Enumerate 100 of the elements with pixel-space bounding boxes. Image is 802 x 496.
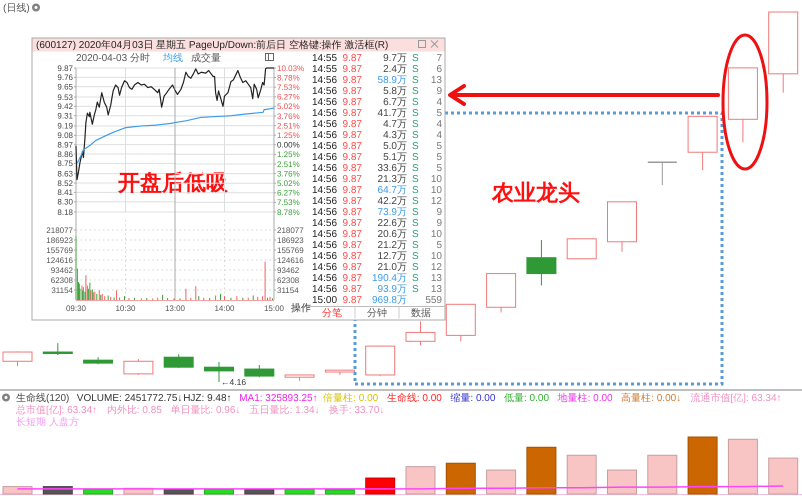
x-tick-label: 09:30: [66, 304, 87, 313]
category-label: 14:56: [312, 251, 338, 262]
y2-tick-label: 124616: [277, 256, 304, 265]
y2-tick-label: 8.78%: [277, 73, 300, 82]
y-tick-label: 9.76: [57, 73, 74, 82]
y-tick-label: 218077: [46, 226, 74, 235]
category-label: 14:56: [312, 185, 338, 196]
category-label: 14:56: [312, 262, 338, 273]
data-label: 9.87: [342, 240, 362, 251]
data-label: 9.87: [342, 108, 362, 119]
annotation: 成交量: [190, 52, 221, 64]
y-tick-label: 8.97: [57, 140, 74, 150]
data-label: 9: [436, 207, 442, 218]
category-label: 14:55: [312, 53, 338, 64]
data-label: 9.87: [342, 229, 362, 240]
annotation: 分钟: [367, 307, 387, 319]
y-tick-label: 31154: [51, 286, 74, 295]
y-tick-label: 9.87: [57, 64, 74, 73]
text: 换手: 33.70↓: [328, 404, 384, 416]
y2-tick-label: 5.02%: [277, 179, 300, 188]
data-label: S: [412, 240, 419, 251]
y2-tick-label: 93462: [277, 266, 300, 275]
data-label: S: [412, 130, 419, 141]
text: (600127) 2020年04月03日 星期五 PageUp/Down:前后日 空格键:操作 激活框(R): [36, 39, 388, 51]
y-tick-label: 93462: [50, 266, 74, 275]
data-label: 10: [430, 185, 442, 196]
y2-tick-label: 1.25%: [277, 150, 300, 160]
y2-tick-label: 10.03%: [277, 64, 304, 73]
x-tick-label: 14:00: [214, 304, 236, 313]
category-label: 14:56: [312, 273, 338, 284]
data-label: 10: [430, 174, 442, 185]
y-tick-label: 8.52: [57, 178, 74, 188]
y-tick-label: 124616: [46, 256, 74, 265]
data-label: S: [412, 97, 419, 108]
category-label: 14:56: [312, 141, 338, 152]
data-label: 9.87: [342, 273, 362, 284]
data-label: S: [412, 86, 419, 97]
data-label: 9.87: [342, 64, 362, 75]
data-label: 73.9万: [378, 207, 407, 218]
category-label: 14:56: [312, 240, 338, 251]
y2-tick-label: 6.27%: [277, 92, 300, 102]
y-tick-label: 8.18: [57, 208, 74, 217]
text: 低量: 0.00: [504, 393, 550, 404]
text: 倍量柱: 0.00: [323, 392, 379, 404]
category-label: 14:55: [312, 64, 338, 75]
data-label: 21.0万: [378, 262, 407, 273]
y-tick-label: 9.31: [57, 112, 74, 121]
category-label: 14:56: [312, 174, 338, 185]
text: HJZ: 9.48↑: [183, 393, 232, 404]
data-label: 10: [430, 251, 442, 262]
data-label: 9.87: [342, 86, 362, 97]
data-label: 9: [436, 86, 442, 97]
data-label: 41.7万: [378, 108, 407, 119]
text: 缩量: 0.00: [450, 392, 496, 404]
data-label: 21.3万: [378, 174, 407, 185]
text: 高量柱: 0.00↓: [621, 392, 682, 404]
category-label: 14:56: [312, 97, 338, 108]
data-label: S: [412, 218, 419, 229]
y2-tick-label: 6.27%: [277, 188, 300, 198]
y-tick-label: 9.65: [57, 82, 74, 92]
y-tick-label: 8.75: [57, 159, 74, 168]
data-label: S: [412, 119, 419, 130]
data-label: 5.1万: [383, 152, 407, 163]
data-label: 4.3万: [383, 130, 407, 141]
text: 五日量比: 1.34↓: [250, 404, 320, 416]
data-label: 4: [436, 130, 442, 141]
data-label: S: [412, 152, 419, 163]
y-tick-label: 9.53: [57, 92, 74, 102]
category-label: 14:56: [312, 75, 338, 86]
data-label: S: [412, 251, 419, 262]
data-label: S: [412, 108, 419, 119]
data-label: 13: [430, 75, 442, 86]
y2-tick-label: 3.76%: [277, 112, 300, 121]
chart-title: (日线): [3, 2, 30, 14]
text: 总市值[亿]: 63.34↑: [15, 404, 98, 416]
data-label: 20.6万: [378, 229, 407, 240]
data-label: 9.87: [342, 75, 362, 86]
data-label: 9.87: [342, 196, 362, 207]
data-label: 21.2万: [378, 240, 407, 251]
data-label: S: [412, 207, 419, 218]
category-label: 14:56: [312, 163, 338, 174]
data-label: 9.87: [342, 130, 362, 141]
category-label: 14:56: [312, 218, 338, 229]
data-label: 9: [436, 218, 442, 229]
annotation: 数据: [411, 307, 431, 319]
data-label: 9.87: [342, 185, 362, 196]
x-tick-label: 10:30: [115, 304, 136, 313]
y-tick-label: 9.19: [57, 122, 74, 131]
text: 内外比: 0.85: [106, 404, 162, 416]
y2-tick-label: 7.53%: [277, 82, 300, 92]
data-label: 9.87: [342, 284, 362, 295]
data-label: 22.6万: [378, 218, 407, 229]
data-label: 559: [425, 295, 442, 306]
y2-tick-label: 7.53%: [277, 198, 300, 208]
category-label: 14:56: [312, 119, 338, 130]
y2-tick-label: 155769: [277, 246, 304, 255]
category-label: 14:56: [312, 130, 338, 141]
data-label: 9.87: [342, 174, 362, 185]
category-label: 14:56: [312, 207, 338, 218]
data-label: 6: [436, 64, 442, 75]
